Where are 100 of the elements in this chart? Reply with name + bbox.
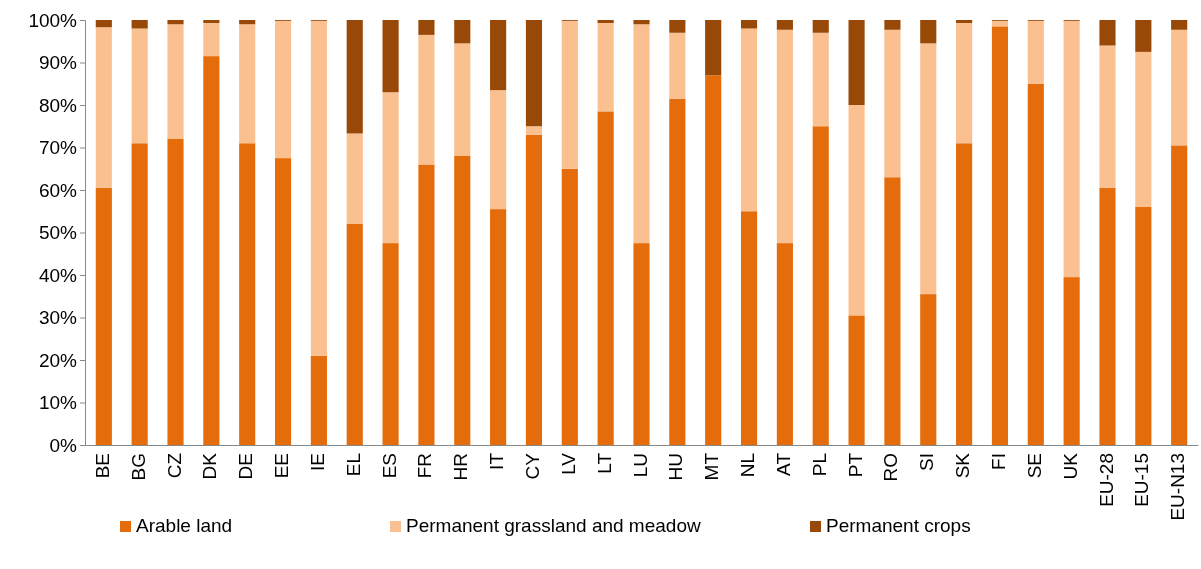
x-tick-label: HR xyxy=(450,453,472,481)
bar xyxy=(95,27,112,188)
x-tick-label: NL xyxy=(737,453,759,478)
bar xyxy=(167,24,184,139)
bar xyxy=(1063,20,1080,278)
bar xyxy=(633,243,650,445)
bar xyxy=(203,56,220,445)
y-tick-label: 0% xyxy=(49,434,78,456)
bar xyxy=(669,20,686,33)
bar xyxy=(776,29,793,244)
x-tick-label: DE xyxy=(235,453,257,480)
x-tick-label: SE xyxy=(1023,453,1045,479)
bar xyxy=(561,20,578,169)
bar xyxy=(418,20,435,35)
bar xyxy=(525,134,543,445)
x-tick-label: FI xyxy=(987,453,1009,470)
x-tick-label: HU xyxy=(665,453,687,481)
bar xyxy=(95,20,112,28)
bar xyxy=(1135,51,1152,207)
bar xyxy=(490,20,507,91)
y-tick-label: 50% xyxy=(38,222,78,244)
bar xyxy=(740,28,758,212)
bar xyxy=(991,20,1009,27)
bar xyxy=(310,20,327,356)
legend-label: Permanent grassland and meadow xyxy=(406,515,701,537)
bar xyxy=(884,29,901,178)
bar xyxy=(597,111,614,445)
bar xyxy=(776,243,793,445)
y-tick-label: 80% xyxy=(38,94,78,116)
legend-label: Permanent crops xyxy=(826,515,971,537)
bar xyxy=(1135,207,1152,445)
bar xyxy=(633,20,650,25)
bar xyxy=(597,22,614,112)
bar xyxy=(740,20,758,29)
bar xyxy=(131,28,148,144)
bar xyxy=(848,315,865,445)
x-tick-label: BG xyxy=(127,453,149,481)
bar xyxy=(920,43,937,295)
x-tick-label: ES xyxy=(378,453,400,479)
bar xyxy=(525,126,543,135)
x-tick-label: LT xyxy=(593,452,615,474)
bar xyxy=(669,98,686,445)
x-tick-label: LV xyxy=(557,452,579,475)
x-tick-label: PT xyxy=(844,452,866,478)
bar xyxy=(920,294,937,445)
x-tick-label: SI xyxy=(916,453,938,471)
bar xyxy=(346,133,363,224)
bar xyxy=(956,20,973,23)
x-tick-label: LU xyxy=(629,453,651,478)
bar xyxy=(454,156,471,445)
x-tick-label: SK xyxy=(952,452,974,479)
x-tick-label: EU-15 xyxy=(1131,453,1153,507)
bar xyxy=(776,20,793,30)
bar xyxy=(454,20,471,44)
bar xyxy=(812,20,829,33)
x-tick-label: EL xyxy=(342,453,364,477)
bar xyxy=(1171,145,1188,445)
bar xyxy=(382,20,399,93)
bar xyxy=(1171,29,1188,146)
x-tick-label: DK xyxy=(199,452,221,480)
x-tick-label: AT xyxy=(772,452,794,476)
bar xyxy=(1171,20,1188,30)
x-tick-label: BE xyxy=(91,453,113,479)
x-tick-label: IE xyxy=(306,453,328,471)
y-tick-label: 70% xyxy=(38,137,78,159)
bar xyxy=(561,168,578,445)
bar xyxy=(525,20,543,127)
bar xyxy=(633,24,650,244)
bar xyxy=(490,90,507,210)
x-tick-label: UK xyxy=(1059,452,1081,480)
x-tick-label: CZ xyxy=(163,452,185,479)
x-tick-label: RO xyxy=(880,453,902,482)
bar xyxy=(884,177,901,445)
bar xyxy=(669,32,686,99)
bar xyxy=(382,92,399,244)
bar xyxy=(956,22,973,144)
bar xyxy=(812,32,829,127)
bar xyxy=(274,158,292,445)
bar xyxy=(920,20,937,44)
bar xyxy=(991,26,1009,445)
bar xyxy=(1099,20,1116,46)
bar xyxy=(239,143,256,445)
bar xyxy=(597,20,614,23)
bar xyxy=(705,20,722,76)
x-tick-label: CY xyxy=(521,452,543,480)
bar xyxy=(1099,187,1116,445)
bar xyxy=(346,224,363,445)
y-tick-label: 40% xyxy=(38,264,78,286)
bar xyxy=(1027,20,1044,84)
bar xyxy=(346,20,363,134)
y-tick-label: 10% xyxy=(38,392,78,414)
bar xyxy=(490,209,507,445)
bar xyxy=(167,139,184,445)
bar xyxy=(705,75,722,445)
bar xyxy=(239,24,256,144)
bar xyxy=(95,187,112,445)
bar xyxy=(418,34,435,165)
bar xyxy=(1135,20,1152,52)
bar xyxy=(274,20,292,159)
bar xyxy=(382,243,399,445)
